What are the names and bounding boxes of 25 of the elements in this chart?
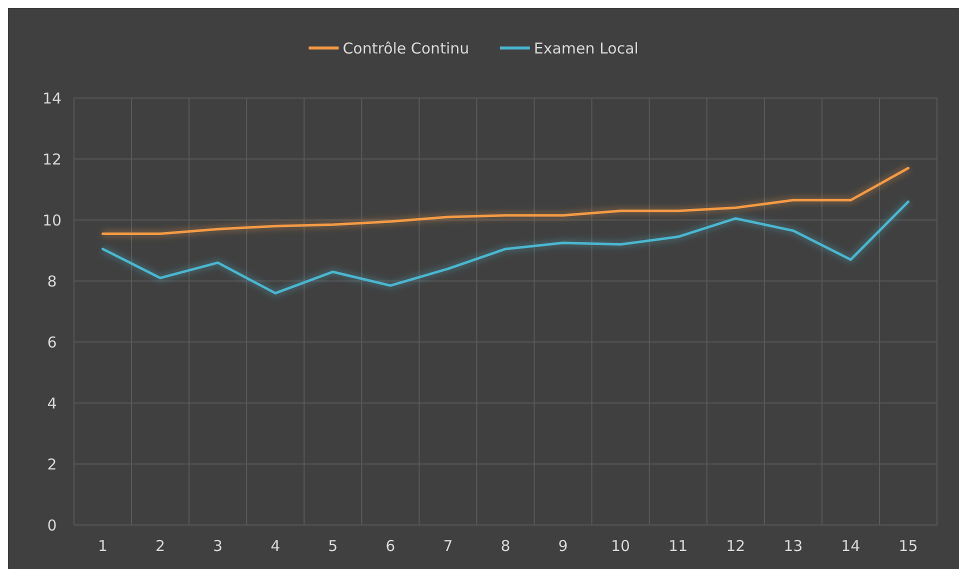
y-tick-label: 12 <box>42 150 62 168</box>
y-tick-label: 14 <box>42 89 62 108</box>
y-tick-label: 10 <box>42 211 62 230</box>
x-tick-label: 6 <box>386 537 396 555</box>
x-tick-label: 11 <box>668 537 688 555</box>
x-tick-label: 13 <box>784 537 803 555</box>
y-tick-label: 6 <box>47 333 57 352</box>
x-tick-label: 9 <box>558 537 568 555</box>
x-tick-label: 14 <box>841 537 860 555</box>
x-tick-label: 4 <box>270 537 280 555</box>
y-tick-label: 0 <box>47 516 57 534</box>
x-tick-label: 12 <box>726 537 746 555</box>
x-tick-label: 15 <box>898 537 918 555</box>
x-tick-label: 1 <box>98 537 108 555</box>
x-tick-label: 2 <box>156 537 166 555</box>
y-tick-label: 8 <box>47 272 57 290</box>
y-tick-label: 2 <box>47 455 57 474</box>
x-tick-label: 8 <box>500 537 510 555</box>
legend-label: Contrôle Continu <box>342 39 470 58</box>
y-tick-label: 4 <box>47 394 57 412</box>
x-tick-label: 3 <box>213 537 223 555</box>
legend-label: Examen Local <box>534 39 638 58</box>
x-tick-label: 10 <box>611 537 630 555</box>
x-tick-label: 7 <box>443 537 453 555</box>
x-tick-label: 5 <box>328 537 338 555</box>
